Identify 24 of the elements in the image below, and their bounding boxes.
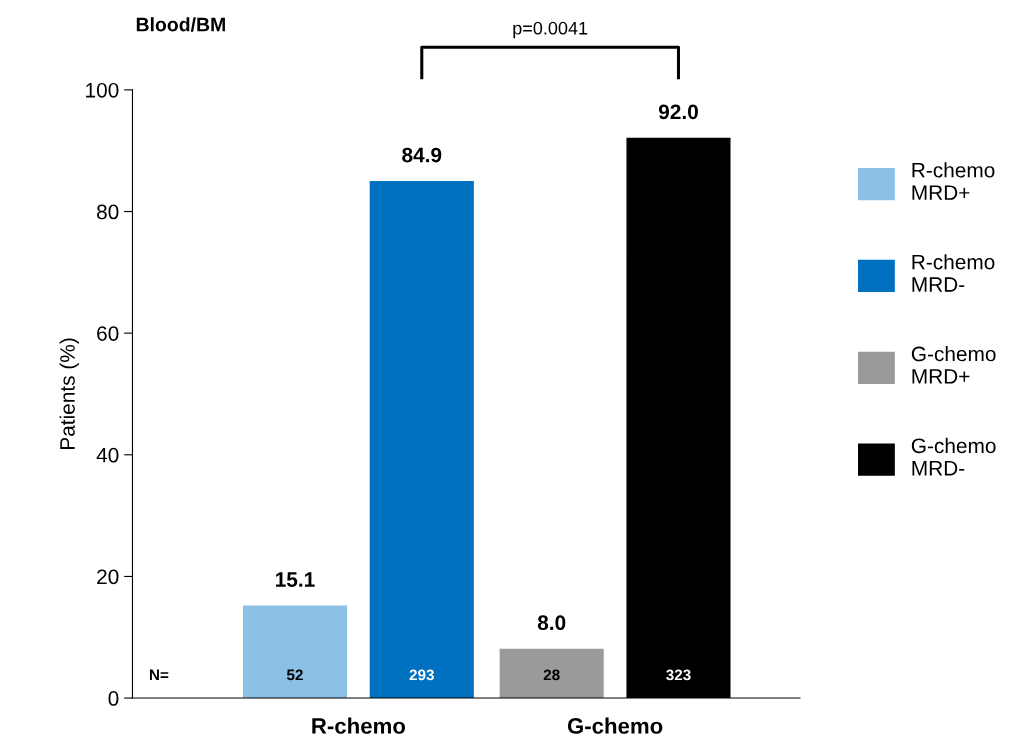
annotation: 323 (666, 669, 691, 681)
legend-label: R-chemo MRD+ (912, 162, 995, 200)
annotation: 52 (286, 669, 303, 681)
data-label: 84.9 (402, 147, 442, 163)
data-label: 15.1 (276, 572, 315, 587)
text: p=0.0041 (513, 21, 588, 39)
annotation: 28 (543, 669, 560, 681)
legend-label: G-chemo MRD- (911, 437, 996, 476)
x-tick-label: R-chemo (312, 717, 406, 734)
y-tick-label: 40 (96, 447, 119, 463)
y-tick-label: 100 (86, 82, 119, 98)
annotation: 293 (409, 669, 434, 681)
legend-label: R-chemo MRD- (912, 254, 995, 292)
x-tick-label: G-chemo (567, 717, 663, 734)
annotation: N= (149, 669, 169, 681)
legend-label: G-chemo MRD+ (911, 345, 996, 384)
chart-title: Blood/BM (136, 17, 225, 32)
data-label: 92.0 (658, 104, 698, 120)
y-tick-label: 20 (97, 569, 119, 585)
y-axis-title: Patients (%) (59, 338, 79, 449)
y-tick-label: 0 (108, 691, 119, 706)
data-label: 8.0 (537, 615, 566, 631)
y-tick-label: 60 (97, 326, 119, 341)
y-tick-label: 80 (97, 204, 119, 220)
